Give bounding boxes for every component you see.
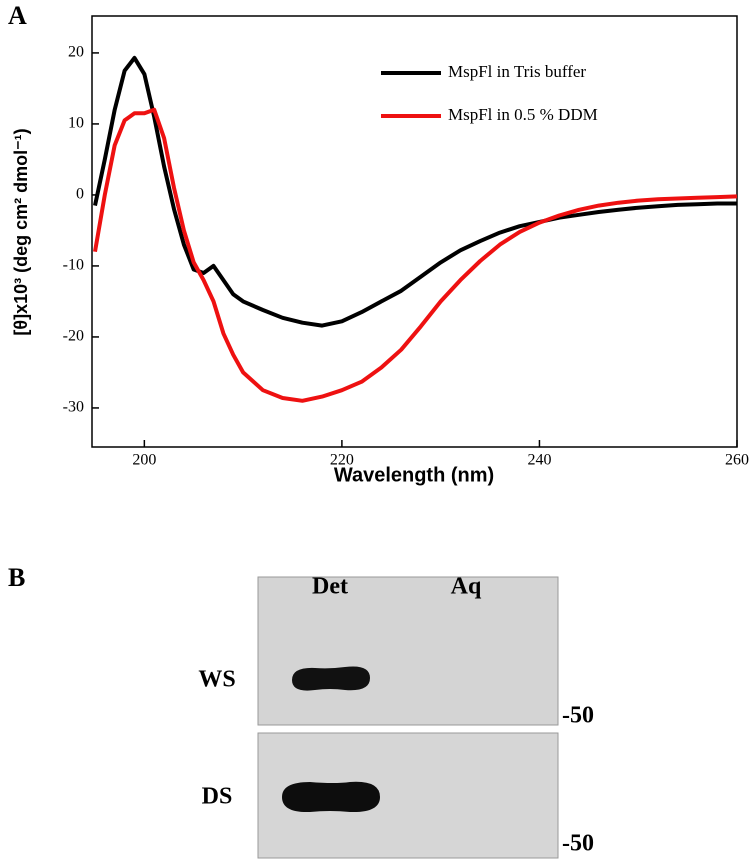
plot-frame <box>91 15 738 448</box>
y-tick-label: -30 <box>63 399 84 416</box>
y-tick-label: -10 <box>63 257 84 274</box>
y-tick-label: 20 <box>68 44 84 61</box>
legend-label: MspFl in Tris buffer <box>448 62 586 81</box>
y-axis-title: [θ]x10³ (deg cm² dmol⁻¹) <box>11 128 31 335</box>
x-axis-title: Wavelength (nm) <box>334 464 494 486</box>
blot-band <box>292 666 370 691</box>
panel-label: A <box>8 1 27 30</box>
marker-label: -50 <box>562 703 594 729</box>
y-tick-label: 10 <box>68 115 84 132</box>
lane-label: Aq <box>451 574 482 600</box>
y-tick-label: -20 <box>63 328 84 345</box>
lane-label: Det <box>312 574 348 600</box>
blot-band <box>282 781 380 813</box>
data-line <box>93 107 738 403</box>
x-tick-label: 260 <box>725 452 749 469</box>
legend-label: MspFl in 0.5 % DDM <box>448 105 598 124</box>
panel-label: B <box>8 563 25 592</box>
data-line <box>93 55 737 328</box>
x-tick-label: 200 <box>132 452 156 469</box>
x-tick-label: 220 <box>330 452 354 469</box>
row-label: DS <box>202 784 233 810</box>
x-tick-label: 240 <box>527 452 551 469</box>
row-label: WS <box>198 667 235 693</box>
blot-panel <box>257 576 559 726</box>
y-tick-label: 0 <box>76 186 84 203</box>
marker-label: -50 <box>562 831 594 857</box>
